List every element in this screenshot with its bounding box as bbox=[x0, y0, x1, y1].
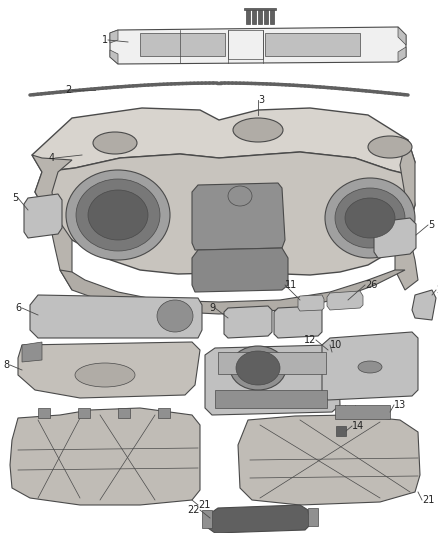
Text: 11: 11 bbox=[285, 280, 297, 290]
Bar bbox=[228, 30, 263, 59]
Bar bbox=[336, 426, 346, 436]
Ellipse shape bbox=[88, 190, 148, 240]
Text: 1: 1 bbox=[102, 35, 108, 45]
Polygon shape bbox=[238, 415, 420, 505]
Text: 5: 5 bbox=[12, 193, 18, 203]
Polygon shape bbox=[32, 155, 72, 290]
Text: 21: 21 bbox=[422, 495, 434, 505]
Polygon shape bbox=[10, 408, 200, 505]
Ellipse shape bbox=[93, 132, 137, 154]
Polygon shape bbox=[24, 194, 62, 238]
Bar bbox=[158, 408, 170, 418]
Bar bbox=[308, 508, 318, 526]
Ellipse shape bbox=[233, 118, 283, 142]
Bar bbox=[140, 33, 225, 56]
Ellipse shape bbox=[345, 198, 395, 238]
Bar bbox=[218, 352, 326, 374]
Ellipse shape bbox=[228, 186, 252, 206]
Polygon shape bbox=[192, 183, 285, 250]
Polygon shape bbox=[22, 342, 42, 362]
Ellipse shape bbox=[236, 351, 280, 385]
Polygon shape bbox=[374, 218, 416, 258]
Ellipse shape bbox=[230, 346, 286, 390]
Polygon shape bbox=[224, 306, 272, 338]
Text: 12: 12 bbox=[304, 335, 316, 345]
Bar bbox=[246, 10, 250, 24]
Text: 9: 9 bbox=[209, 303, 215, 313]
Polygon shape bbox=[412, 290, 436, 320]
Text: 5: 5 bbox=[428, 220, 434, 230]
Bar bbox=[265, 33, 360, 56]
Ellipse shape bbox=[335, 188, 405, 248]
Bar bbox=[270, 10, 274, 24]
Polygon shape bbox=[274, 306, 322, 338]
Bar bbox=[215, 390, 327, 408]
Polygon shape bbox=[18, 342, 200, 398]
Bar bbox=[202, 510, 212, 528]
Polygon shape bbox=[60, 270, 405, 314]
Ellipse shape bbox=[66, 170, 170, 260]
Text: 21: 21 bbox=[198, 500, 210, 510]
Text: 8: 8 bbox=[4, 360, 10, 370]
Bar bbox=[252, 10, 256, 24]
Polygon shape bbox=[322, 332, 418, 400]
Ellipse shape bbox=[325, 178, 415, 258]
Bar bbox=[38, 408, 50, 418]
Text: 20: 20 bbox=[436, 285, 438, 295]
Ellipse shape bbox=[75, 363, 135, 387]
Text: 22: 22 bbox=[187, 505, 200, 515]
Polygon shape bbox=[327, 291, 363, 310]
Polygon shape bbox=[110, 30, 118, 43]
Polygon shape bbox=[205, 345, 340, 415]
Polygon shape bbox=[110, 50, 118, 64]
Bar bbox=[244, 8, 276, 10]
Text: 10: 10 bbox=[330, 340, 342, 350]
Bar bbox=[118, 408, 130, 418]
Polygon shape bbox=[192, 248, 288, 292]
Text: 14: 14 bbox=[352, 421, 364, 431]
Polygon shape bbox=[110, 27, 406, 64]
Ellipse shape bbox=[368, 136, 412, 158]
Ellipse shape bbox=[76, 179, 160, 251]
Text: 13: 13 bbox=[394, 400, 406, 410]
Polygon shape bbox=[398, 47, 406, 62]
Text: 6: 6 bbox=[16, 303, 22, 313]
Ellipse shape bbox=[157, 300, 193, 332]
Text: 26: 26 bbox=[365, 280, 378, 290]
Polygon shape bbox=[208, 505, 310, 533]
Bar bbox=[258, 10, 262, 24]
Bar bbox=[335, 405, 390, 419]
Bar bbox=[264, 10, 268, 24]
Text: 4: 4 bbox=[49, 153, 55, 163]
Polygon shape bbox=[395, 140, 418, 290]
Bar bbox=[78, 408, 90, 418]
Text: 2: 2 bbox=[66, 85, 72, 95]
Polygon shape bbox=[298, 295, 324, 311]
Text: 3: 3 bbox=[258, 95, 264, 105]
Polygon shape bbox=[30, 295, 202, 338]
Polygon shape bbox=[398, 27, 406, 45]
Polygon shape bbox=[35, 152, 415, 275]
Polygon shape bbox=[32, 108, 415, 175]
Ellipse shape bbox=[358, 361, 382, 373]
